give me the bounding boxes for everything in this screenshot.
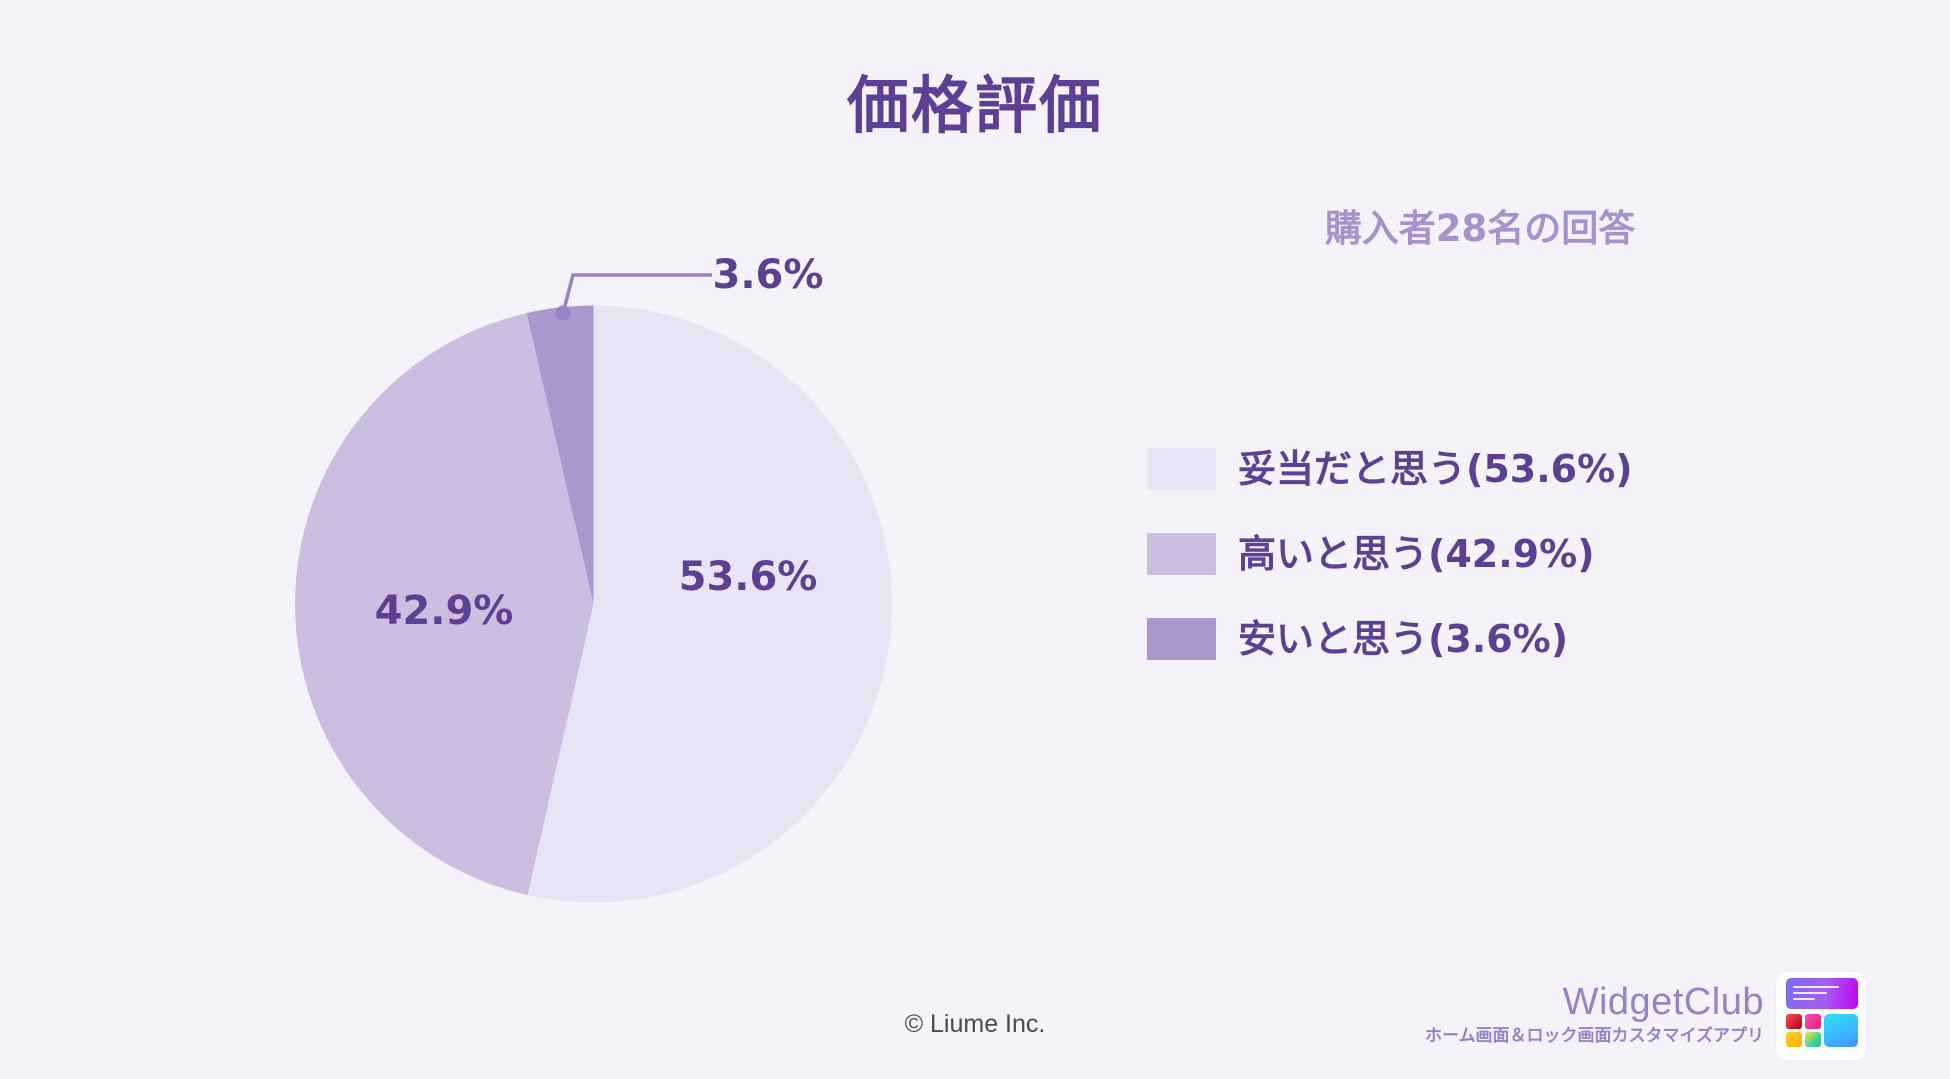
legend-swatch xyxy=(1147,533,1216,575)
legend-item-expensive: 高いと思う(42.9%) xyxy=(1147,533,1633,575)
pie-slice-expensive xyxy=(294,313,594,896)
chart-subtitle: 購入者28名の回答 xyxy=(1324,207,1636,250)
widget-bar-icon xyxy=(1786,978,1858,1009)
pie-slice-cheap xyxy=(526,305,594,604)
brand-block: WidgetClub ホーム画面＆ロック画面カスタマイズアプリ xyxy=(1425,980,1764,1048)
widgetclub-app-icon xyxy=(1776,972,1866,1060)
legend-item-reasonable: 妥当だと思う(53.6%) xyxy=(1147,448,1633,490)
slice-label-reasonable: 53.6% xyxy=(678,554,818,600)
legend-swatch xyxy=(1147,448,1216,490)
legend-label: 安いと思う(3.6%) xyxy=(1238,617,1569,661)
legend-label: 妥当だと思う(53.6%) xyxy=(1238,447,1633,491)
copyright-text: © Liume Inc. xyxy=(904,1010,1046,1038)
brand-name: WidgetClub xyxy=(1562,981,1764,1023)
pie-slices xyxy=(294,305,892,903)
legend-swatch xyxy=(1147,618,1216,660)
pie-slice-reasonable xyxy=(527,305,892,903)
slice-label-expensive: 42.9% xyxy=(374,588,514,634)
chart-title: 価格評価 xyxy=(846,69,1103,142)
legend-label: 高いと思う(42.9%) xyxy=(1238,532,1595,576)
legend-item-cheap: 安いと思う(3.6%) xyxy=(1147,618,1633,660)
chart-legend: 妥当だと思う(53.6%) 高いと思う(42.9%) 安いと思う(3.6%) xyxy=(1147,448,1633,703)
leader-line xyxy=(555,273,712,321)
brand-tagline: ホーム画面＆ロック画面カスタマイズアプリ xyxy=(1425,1026,1764,1046)
slice-label-cheap: 3.6% xyxy=(712,252,824,298)
